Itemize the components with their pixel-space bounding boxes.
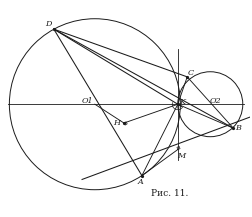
Text: C: C [187,69,193,77]
Text: O1: O1 [81,97,93,105]
Text: A: A [137,178,142,186]
Text: Рис. 11.: Рис. 11. [151,189,188,199]
Text: H: H [113,119,120,127]
Text: K: K [178,98,184,106]
Text: D: D [45,20,52,28]
Text: M: M [176,151,185,159]
Text: O2: O2 [209,97,220,105]
Text: B: B [235,124,240,132]
